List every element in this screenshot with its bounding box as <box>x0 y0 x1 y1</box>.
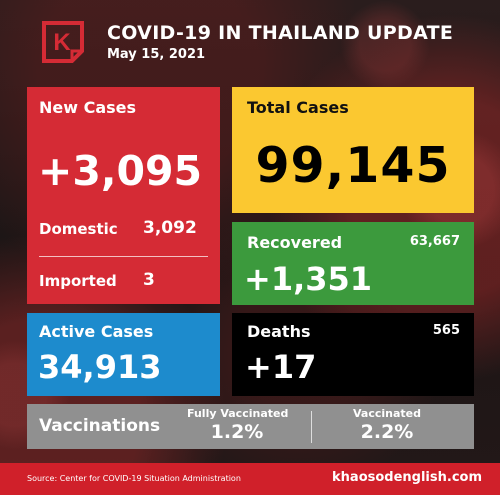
logo-letter: K <box>53 29 71 56</box>
recovered-label: Recovered <box>247 233 343 252</box>
deaths-total: 565 <box>432 323 460 338</box>
deaths-card: Deaths 565 +17 <box>232 313 474 396</box>
website-link[interactable]: khaosodenglish.com <box>332 470 482 485</box>
total-cases-value: 99,145 <box>255 137 451 194</box>
khaosod-logo-icon: K <box>42 21 84 63</box>
recovered-total: 63,667 <box>409 234 460 249</box>
total-cases-label: Total Cases <box>247 98 349 117</box>
active-cases-value: 34,913 <box>38 348 162 386</box>
new-cases-label: New Cases <box>39 98 137 117</box>
divider <box>39 256 208 257</box>
imported-label: Imported <box>39 272 117 290</box>
vaccinated-label: Vaccinated <box>353 407 421 420</box>
total-cases-card: Total Cases 99,145 <box>232 87 474 213</box>
update-date: May 15, 2021 <box>107 47 206 62</box>
deaths-label: Deaths <box>247 322 311 341</box>
fully-vaccinated-label: Fully Vaccinated <box>187 407 289 420</box>
new-cases-value: +3,095 <box>38 147 203 195</box>
vaccinated-stat: Vaccinated 2.2% <box>337 407 437 443</box>
divider <box>311 411 312 443</box>
active-cases-label: Active Cases <box>39 322 154 341</box>
new-cases-card: New Cases +3,095 Domestic 3,092 Imported… <box>27 87 220 304</box>
recovered-value: +1,351 <box>244 260 373 298</box>
imported-value: 3 <box>143 270 155 290</box>
recovered-card: Recovered 63,667 +1,351 <box>232 222 474 305</box>
virus-decoration <box>340 0 430 90</box>
page-title: COVID-19 IN THAILAND UPDATE <box>107 22 454 44</box>
source-text: Source: Center for COVID-19 Situation Ad… <box>27 474 241 483</box>
active-cases-card: Active Cases 34,913 <box>27 313 220 396</box>
vaccinations-label: Vaccinations <box>39 416 161 436</box>
fully-vaccinated-stat: Fully Vaccinated 1.2% <box>187 407 289 443</box>
footer: Source: Center for COVID-19 Situation Ad… <box>0 463 500 495</box>
deaths-value: +17 <box>245 348 317 386</box>
fully-vaccinated-value: 1.2% <box>210 421 264 443</box>
domestic-label: Domestic <box>39 220 118 238</box>
domestic-value: 3,092 <box>143 218 197 238</box>
vaccinations-card: Vaccinations Fully Vaccinated 1.2% Vacci… <box>27 404 474 449</box>
vaccinated-value: 2.2% <box>360 421 414 443</box>
